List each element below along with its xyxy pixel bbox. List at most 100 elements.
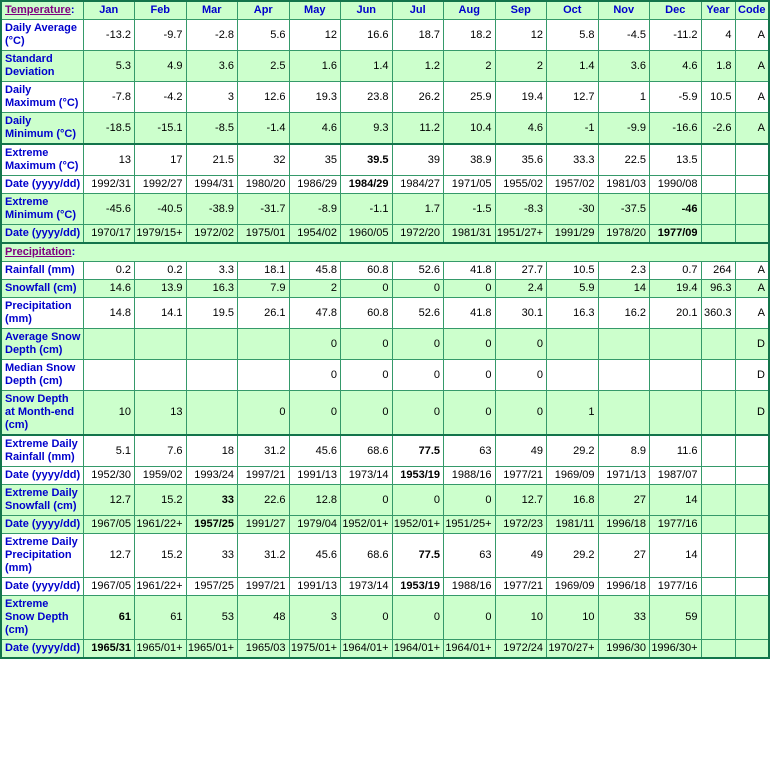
cell: 10.5 [546, 261, 599, 280]
cell [734, 466, 770, 485]
cell: 1967/05 [82, 577, 135, 596]
cell: -40.5 [134, 193, 187, 225]
table-row: Precipitation (mm) 14.8 14.1 19.5 26.1 47.8 60… [0, 297, 770, 329]
row-label: Precipitation (mm) [0, 297, 84, 329]
cell [237, 328, 290, 360]
cell: 68.6 [340, 434, 393, 467]
cell: 1961/22+ [134, 515, 187, 534]
cell: A [734, 297, 770, 329]
row-label: Average Snow Depth (cm) [0, 328, 84, 360]
cell: 3 [185, 81, 238, 113]
cell [546, 328, 599, 360]
row-label: Daily Average (°C) [0, 19, 84, 51]
table-row: Daily Maximum (°C) -7.8 -4.2 3 12.6 19.3 23.8 2… [0, 81, 770, 113]
cell [734, 639, 770, 659]
cell [734, 434, 770, 467]
column-header: Apr [237, 0, 290, 20]
cell: 12.8 [288, 484, 341, 516]
cell: 0 [391, 484, 444, 516]
cell: 1960/05 [340, 224, 393, 244]
cell: 14 [649, 484, 702, 516]
cell: 5.8 [546, 19, 599, 51]
cell [734, 143, 770, 176]
cell: 2.3 [597, 261, 650, 280]
cell [734, 533, 770, 578]
row-label: Snowfall (cm) [0, 279, 84, 298]
table-row: Date (yyyy/dd) 1992/31 1992/27 1994/31 1980/… [0, 175, 770, 194]
cell: 27.7 [494, 261, 547, 280]
cell: 45.6 [288, 434, 341, 467]
cell: 49 [494, 533, 547, 578]
cell: -16.6 [649, 112, 702, 145]
cell: 1.6 [288, 50, 341, 82]
cell: 33.3 [546, 143, 599, 176]
cell: 19.3 [288, 81, 341, 113]
cell: 19.5 [185, 297, 238, 329]
cell [134, 328, 187, 360]
row-label: Standard Deviation [0, 50, 84, 82]
cell: 16.3 [185, 279, 238, 298]
cell: 1971/05 [443, 175, 496, 194]
cell: 23.8 [340, 81, 393, 113]
cell: 38.9 [443, 143, 496, 176]
cell: -38.9 [185, 193, 238, 225]
cell: 19.4 [494, 81, 547, 113]
cell: 1957/25 [185, 515, 238, 534]
cell: 1954/02 [288, 224, 341, 244]
cell: 1.8 [700, 50, 736, 82]
cell: 1991/27 [237, 515, 290, 534]
table-row: Snowfall (cm) 14.6 13.9 16.3 7.9 2 0 0 0 2.4 5.9 14… [0, 279, 770, 298]
cell: 18.2 [443, 19, 496, 51]
cell: -31.7 [237, 193, 290, 225]
cell [700, 434, 736, 467]
cell [700, 390, 736, 436]
table-row: Date (yyyy/dd) 1965/31 1965/01+ 1965/01+ 196… [0, 639, 770, 659]
cell: 1977/16 [649, 577, 702, 596]
cell [649, 359, 702, 391]
cell: 1953/19 [391, 466, 444, 485]
column-header: Oct [546, 0, 599, 20]
cell: D [734, 328, 770, 360]
cell: 3.6 [597, 50, 650, 82]
cell [734, 193, 770, 225]
row-label: Date (yyyy/dd) [0, 224, 84, 244]
cell: 12.7 [82, 484, 135, 516]
cell [237, 359, 290, 391]
cell: 47.8 [288, 297, 341, 329]
cell [700, 328, 736, 360]
cell: -7.8 [82, 81, 135, 113]
cell: 9.3 [340, 112, 393, 145]
cell: D [734, 359, 770, 391]
cell: -8.3 [494, 193, 547, 225]
column-header: Dec [649, 0, 702, 20]
cell: 52.6 [391, 261, 444, 280]
cell: 1996/30+ [649, 639, 702, 659]
cell: 17 [134, 143, 187, 176]
row-label: Extreme Daily Snowfall (cm) [0, 484, 84, 516]
row-label: Extreme Maximum (°C) [0, 143, 84, 176]
precipitation-section-link[interactable]: Precipitation [5, 246, 72, 258]
cell: 0.2 [82, 261, 135, 280]
table-row: Date (yyyy/dd) 1967/05 1961/22+ 1957/25 1991… [0, 515, 770, 534]
cell: 45.6 [288, 533, 341, 578]
cell: 39.5 [340, 143, 393, 176]
cell [649, 390, 702, 436]
climate-normals-table: Temperature: Jan Feb Mar Apr May Jun Jul Aug Sep… [0, 0, 770, 659]
cell: 1987/07 [649, 466, 702, 485]
cell [734, 224, 770, 244]
cell: 10.4 [443, 112, 496, 145]
cell: 15.2 [134, 484, 187, 516]
row-label: Daily Minimum (°C) [0, 112, 84, 145]
cell: 12 [494, 19, 547, 51]
cell: 27 [597, 484, 650, 516]
cell: 12 [288, 19, 341, 51]
table-row: Extreme Daily Snowfall (cm) 12.7 15.2 33 22.… [0, 484, 770, 516]
cell: 1961/22+ [134, 577, 187, 596]
cell: 5.1 [82, 434, 135, 467]
cell: 264 [700, 261, 736, 280]
temperature-section-link[interactable]: Temperature [5, 4, 71, 16]
cell [597, 359, 650, 391]
cell: 14.8 [82, 297, 135, 329]
cell: 2.5 [237, 50, 290, 82]
cell [597, 390, 650, 436]
